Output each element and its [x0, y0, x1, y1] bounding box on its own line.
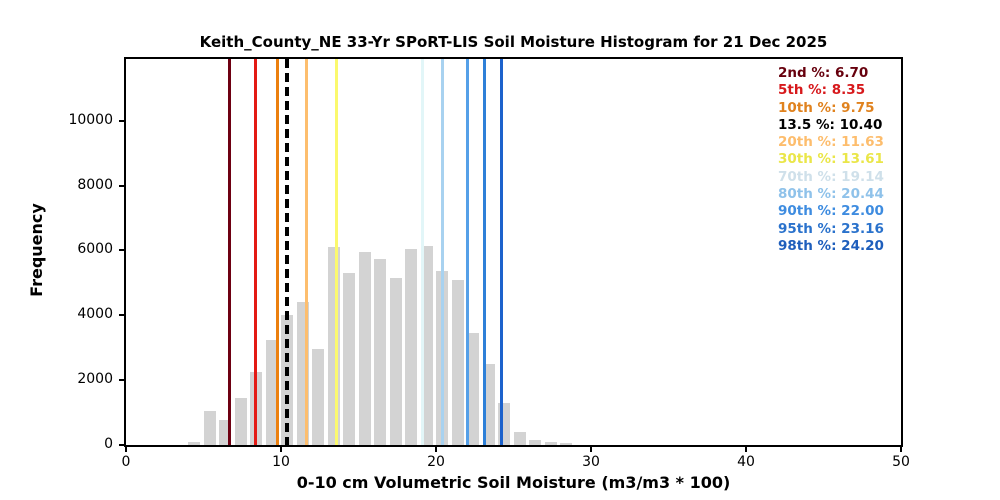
- histogram-bar: [265, 339, 278, 445]
- percentile-line-20th: [304, 59, 308, 445]
- legend-entry-90th: 90th %: 22.00: [778, 203, 884, 220]
- legend-entry-80th: 80th %: 20.44: [778, 186, 884, 203]
- y-tick-label: 4000: [77, 306, 113, 323]
- histogram-bar: [188, 442, 201, 445]
- histogram-bar: [467, 333, 480, 445]
- x-tick-label: 30: [582, 454, 600, 470]
- plot-area: [124, 57, 903, 447]
- histogram-bar: [451, 279, 464, 445]
- x-tick: [280, 447, 282, 452]
- percentile-line-13.5: [285, 59, 290, 445]
- percentile-line-5th: [253, 59, 257, 445]
- legend-entry-2nd: 2nd %: 6.70: [778, 65, 869, 81]
- legend-entry-5th: 5th %: 8.35: [778, 82, 866, 99]
- y-tick-label: 6000: [77, 241, 113, 258]
- x-tick-label: 40: [737, 454, 755, 470]
- legend-entry-70th: 70th %: 19.14: [778, 168, 884, 185]
- histogram-bar: [312, 349, 325, 445]
- histogram-bar: [560, 443, 573, 445]
- y-tick: [119, 184, 124, 187]
- percentile-line-98th: [499, 59, 503, 445]
- x-tick: [745, 447, 747, 452]
- chart-title: Keith_County_NE 33-Yr SPoRT-LIS Soil Moi…: [199, 33, 828, 51]
- y-tick-label: 0: [104, 436, 113, 452]
- x-tick-label: 0: [121, 454, 131, 470]
- histogram-bar: [405, 248, 418, 445]
- legend-entry-30th: 30th %: 13.61: [778, 151, 884, 168]
- x-tick: [900, 447, 902, 452]
- x-tick: [435, 447, 437, 452]
- y-tick: [119, 379, 124, 382]
- legend-entry-95th: 95th %: 23.16: [778, 220, 884, 237]
- x-tick: [590, 447, 592, 452]
- percentile-line-30th: [335, 59, 339, 445]
- percentile-line-2nd: [228, 59, 232, 445]
- histogram-bar: [374, 258, 387, 445]
- histogram-bar: [529, 440, 542, 445]
- percentile-line-70th: [421, 59, 425, 445]
- histogram-bar: [513, 432, 526, 445]
- legend-entry-20th: 20th %: 11.63: [778, 134, 884, 151]
- percentile-line-10th: [275, 59, 279, 445]
- legend-entry-98th: 98th %: 24.20: [778, 237, 884, 254]
- x-tick-label: 20: [427, 454, 445, 470]
- x-axis-label: 0-10 cm Volumetric Soil Moisture (m3/m3 …: [296, 473, 731, 492]
- histogram-bar: [389, 277, 402, 445]
- histogram-bar: [358, 252, 371, 445]
- percentile-legend: 2nd %: 6.70 5th %: 8.35 10th %: 9.75 13.5 %…: [778, 65, 884, 255]
- y-tick-label: 10000: [68, 111, 113, 128]
- y-tick: [119, 249, 124, 252]
- histogram-bar: [203, 410, 216, 445]
- y-tick-label: 2000: [77, 371, 113, 388]
- y-tick: [119, 314, 124, 317]
- y-tick: [119, 444, 124, 446]
- y-tick-label: 8000: [77, 176, 113, 193]
- y-tick: [119, 119, 124, 122]
- x-tick: [125, 447, 127, 452]
- histogram-bar: [544, 442, 557, 445]
- histogram-bar: [219, 420, 232, 445]
- x-tick-label: 10: [272, 454, 290, 470]
- histogram-bar: [234, 397, 247, 445]
- histogram-bar: [343, 273, 356, 445]
- percentile-line-90th: [465, 59, 469, 445]
- x-tick-label: 50: [892, 454, 910, 470]
- percentile-line-95th: [483, 59, 487, 445]
- legend-entry-13.5: 13.5 %: 10.40: [778, 116, 883, 133]
- percentile-line-80th: [441, 59, 445, 445]
- legend-entry-10th: 10th %: 9.75: [778, 99, 875, 116]
